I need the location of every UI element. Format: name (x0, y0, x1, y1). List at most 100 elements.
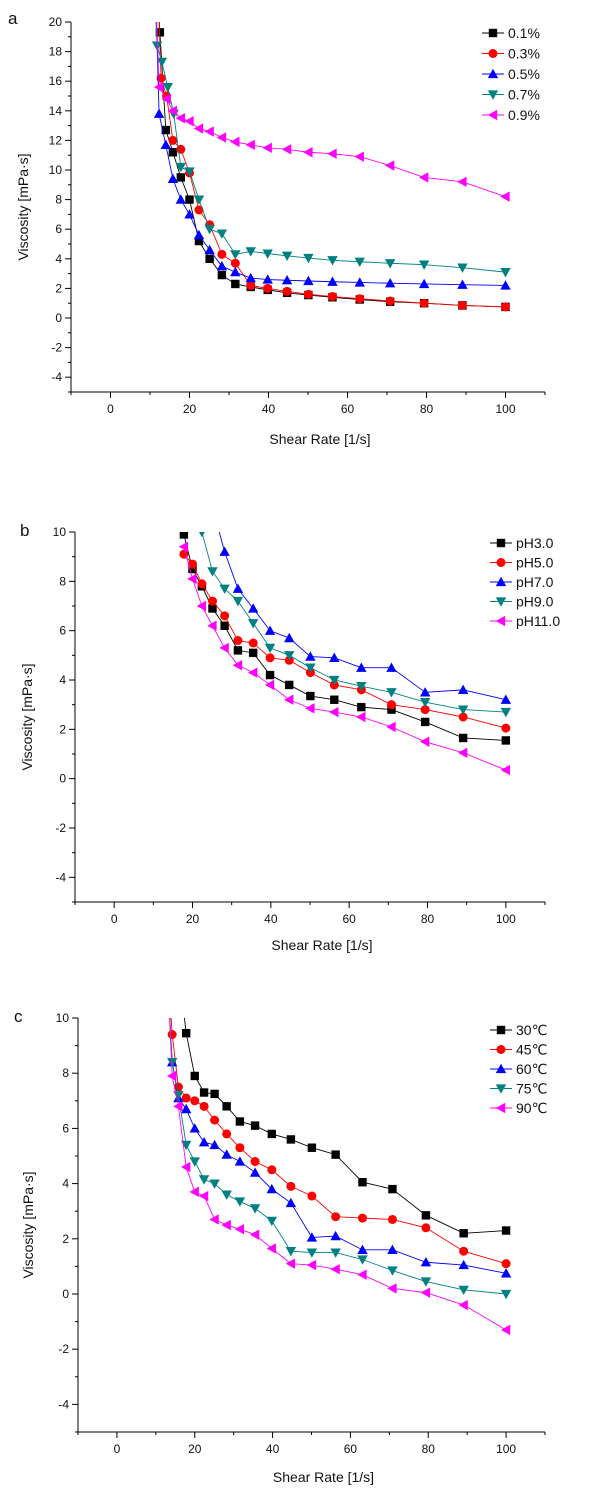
data-point (246, 280, 256, 290)
legend-marker (496, 1025, 506, 1035)
y-tick-label: 6 (62, 1121, 69, 1135)
legend-label: 0.1% (508, 25, 540, 41)
y-tick-label: 2 (62, 1232, 69, 1246)
data-point (160, 139, 171, 149)
data-point (190, 1071, 199, 1081)
data-point (193, 195, 205, 205)
data-point (284, 694, 294, 705)
data-point (500, 1289, 512, 1300)
legend-marker (495, 576, 507, 587)
data-point (387, 705, 396, 714)
data-point (166, 1058, 178, 1068)
y-tick-label: -4 (55, 870, 66, 884)
series-line-0 (183, 1018, 507, 1234)
legend-marker (495, 597, 507, 607)
data-point (249, 1167, 261, 1177)
data-point (501, 1259, 511, 1269)
data-point (500, 191, 510, 202)
data-point (330, 1263, 340, 1275)
data-point (184, 115, 194, 127)
data-point (501, 1226, 511, 1235)
data-point (184, 167, 195, 177)
data-point (235, 1117, 245, 1126)
y-axis-label: Viscosity [mPa·s] (19, 663, 35, 770)
data-point (167, 105, 178, 116)
data-point (163, 985, 172, 995)
data-point (208, 604, 217, 613)
data-point (358, 1178, 367, 1187)
data-point (245, 139, 255, 151)
legend-label: 60℃ (516, 1061, 547, 1077)
x-tick-label: 40 (264, 912, 278, 926)
data-point (285, 680, 294, 690)
y-tick-label: 18 (49, 45, 63, 59)
series-line-4 (156, 22, 506, 198)
data-point (189, 1157, 200, 1167)
y-tick-label: 12 (49, 133, 63, 147)
data-point (284, 651, 295, 661)
y-tick-label: 0 (62, 1287, 69, 1301)
data-point (284, 632, 295, 643)
data-point (156, 57, 168, 68)
series-line-4 (183, 546, 507, 771)
data-point (327, 148, 337, 159)
data-point (306, 1259, 317, 1271)
data-point (232, 660, 243, 671)
data-point (248, 638, 258, 648)
data-point (500, 280, 511, 290)
data-point (248, 667, 258, 678)
x-axis-label: Shear Rate [1/s] (271, 937, 372, 953)
legend-marker (495, 1102, 506, 1114)
data-point (209, 1179, 220, 1189)
y-tick-label: 0 (55, 311, 62, 325)
data-point (386, 721, 396, 733)
data-point (205, 254, 214, 263)
data-point (163, 986, 173, 995)
data-point (167, 1030, 177, 1040)
data-point (220, 611, 230, 621)
data-point (458, 1259, 469, 1270)
data-point (264, 625, 276, 635)
data-point (153, 81, 164, 93)
y-tick-label: 10 (56, 1011, 70, 1025)
data-point (387, 1214, 397, 1224)
data-point (418, 260, 430, 270)
x-tick-label: 20 (188, 1442, 202, 1456)
data-point (162, 82, 173, 93)
data-point (266, 1243, 276, 1254)
data-point (420, 717, 430, 727)
data-point (418, 278, 430, 289)
data-point (420, 1277, 432, 1287)
x-tick-label: 40 (262, 402, 276, 416)
data-point (217, 270, 227, 280)
data-point (220, 621, 229, 630)
data-point (501, 736, 511, 745)
data-point (197, 579, 207, 589)
data-point (221, 1219, 231, 1231)
data-point (234, 1223, 245, 1235)
data-point (457, 279, 468, 289)
x-tick-label: 100 (495, 402, 515, 416)
data-point (384, 278, 396, 288)
data-point (305, 663, 316, 673)
data-point (222, 1102, 231, 1111)
data-point (188, 559, 197, 569)
data-point (385, 296, 395, 306)
data-point (459, 1229, 468, 1238)
data-point (458, 1285, 469, 1296)
data-point (189, 1123, 200, 1133)
data-point (217, 249, 227, 259)
panel-label: c (14, 1007, 23, 1026)
data-point (331, 1150, 340, 1159)
data-point (161, 93, 171, 105)
data-point (250, 1121, 260, 1130)
data-point (421, 1223, 431, 1233)
data-point (209, 1139, 220, 1150)
data-point (357, 1269, 367, 1280)
data-point (388, 1184, 397, 1194)
data-point (303, 253, 314, 264)
x-tick-label: 80 (421, 912, 435, 926)
data-point (457, 176, 467, 188)
data-point (285, 1247, 297, 1257)
data-point (262, 274, 273, 284)
